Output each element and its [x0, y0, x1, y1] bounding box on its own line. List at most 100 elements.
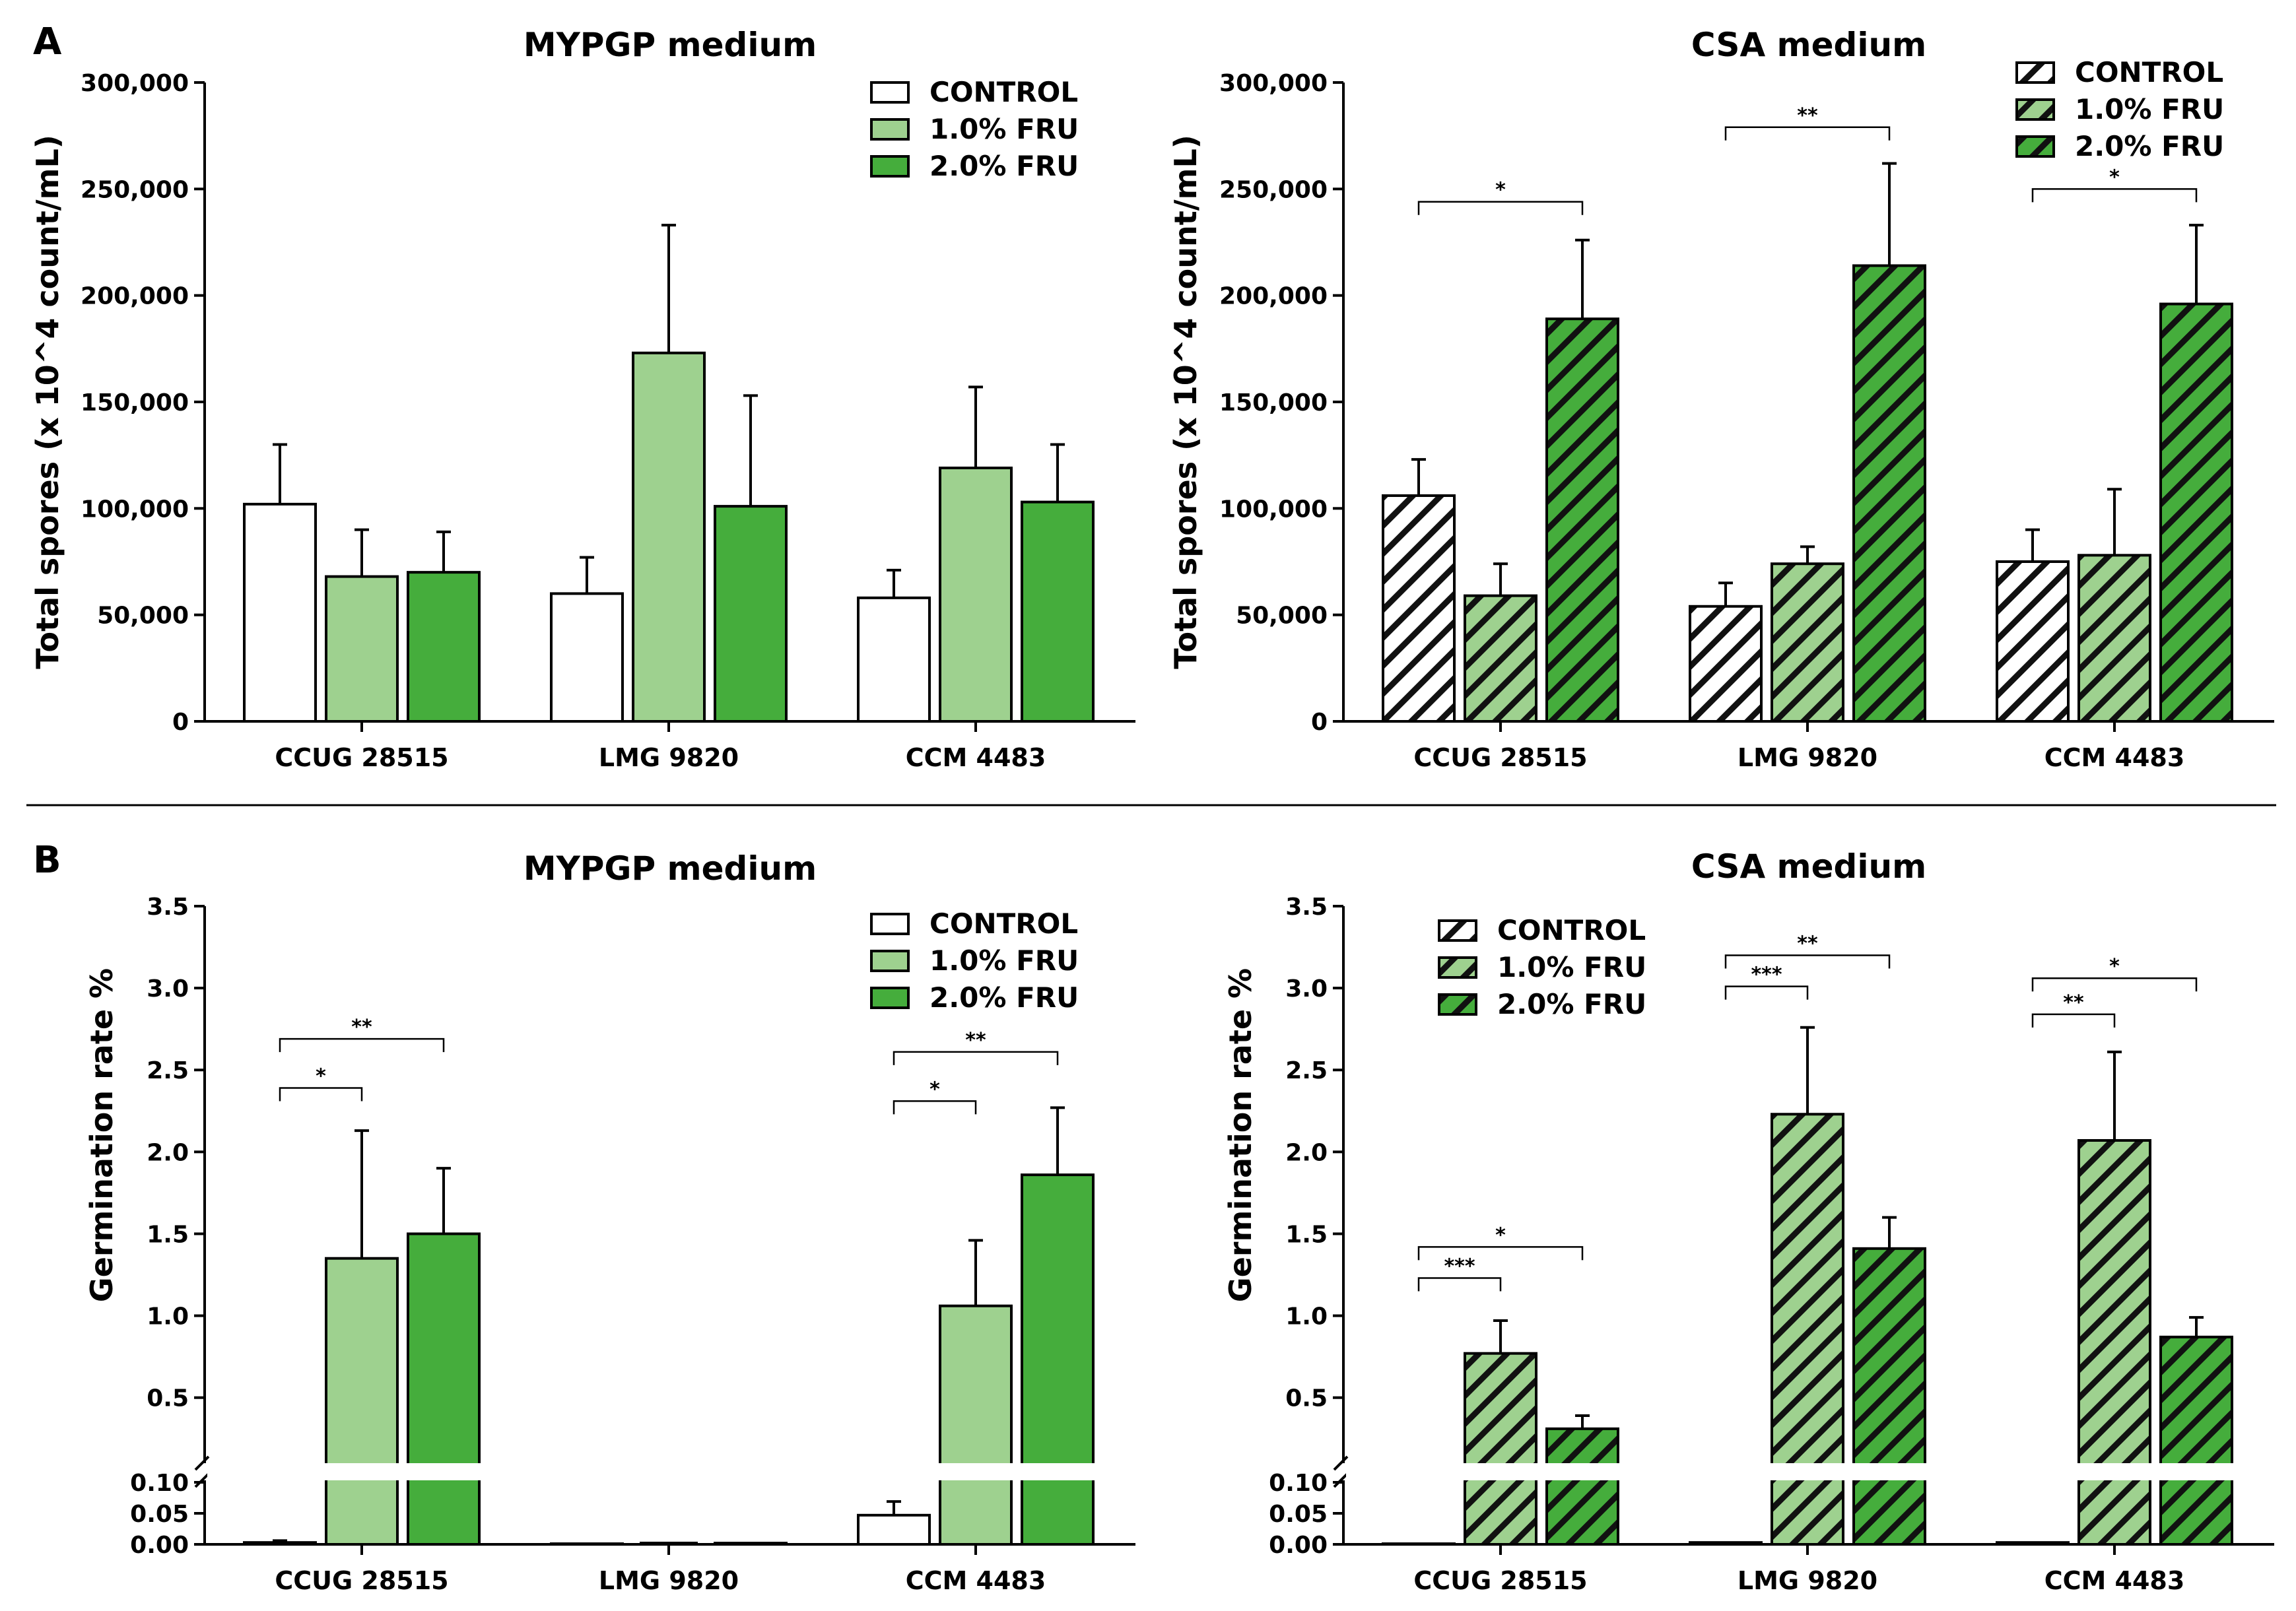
x-tick-label: CCM 4483	[2044, 743, 2185, 772]
bar-control	[550, 592, 624, 723]
bar-fru2	[1852, 264, 1926, 723]
significance-bracket	[1724, 126, 1891, 141]
significance-label: *	[2109, 166, 2120, 189]
legend-label-fru1: 1.0% FRU	[929, 944, 1079, 977]
significance-bracket	[2031, 188, 2198, 203]
bar-fru1	[2077, 554, 2151, 723]
legend-label-control: CONTROL	[1497, 914, 1646, 946]
y-axis-label: Total spores (x 10^4 count/mL)	[1168, 135, 1203, 669]
y-tick-label: 0	[1311, 709, 1328, 736]
significance-label: **	[351, 1016, 372, 1039]
x-tick-label: CCM 4483	[906, 1566, 1046, 1595]
bar-control	[857, 596, 931, 723]
y-tick-label: 3.0	[147, 975, 189, 1003]
significance-bracket	[1724, 954, 1891, 969]
bar-fru2	[2159, 302, 2233, 723]
significance-bracket	[2031, 1013, 2116, 1028]
y-tick-label: 1.5	[1285, 1221, 1328, 1248]
significance-bracket	[1417, 1246, 1584, 1261]
y-tick-label: 0	[172, 709, 189, 736]
y-tick-label: 0.10	[1269, 1470, 1328, 1497]
legend-swatch-control	[870, 81, 910, 104]
significance-label: *	[929, 1078, 940, 1101]
y-tick-label: 250,000	[1219, 176, 1328, 203]
y-tick-label: 3.5	[147, 894, 189, 921]
legend-swatch-fru2	[1438, 993, 1477, 1016]
significance-label: **	[1797, 932, 1818, 955]
bar-fru1	[325, 575, 399, 723]
significance-bracket	[893, 1051, 1059, 1065]
panel-label-a: A	[33, 20, 62, 63]
bar-control	[1689, 1541, 1763, 1546]
bar-fru2	[1852, 1247, 1926, 1546]
chart-title: MYPGP medium	[523, 26, 817, 64]
y-tick-label: 200,000	[81, 283, 189, 310]
significance-bracket	[1724, 985, 1809, 1000]
y-tick-label: 1.5	[147, 1221, 189, 1248]
panel-label-b: B	[33, 839, 61, 882]
axis-break-mark	[1333, 1455, 1349, 1471]
significance-label: **	[1797, 104, 1818, 127]
y-tick-label: 3.5	[1285, 894, 1328, 921]
legend-swatch-fru2	[2015, 135, 2055, 158]
y-tick-label: 50,000	[97, 603, 189, 630]
bar-control	[1996, 1541, 2070, 1546]
chart-a-csa: CSA medium Total spores (x 10^4 count/mL)…	[1168, 26, 2274, 772]
y-tick-label: 0.10	[130, 1470, 189, 1497]
bar-fru1	[632, 351, 706, 723]
x-tick-label: LMG 9820	[1738, 1566, 1877, 1595]
significance-label: ***	[1751, 964, 1782, 987]
y-tick-label: 300,000	[1219, 70, 1328, 97]
bar-control	[857, 1513, 931, 1546]
x-tick-label: CCUG 28515	[1413, 743, 1587, 772]
significance-label: ***	[1444, 1255, 1475, 1278]
y-axis-label: Germination rate %	[84, 968, 119, 1302]
x-tick-label: CCM 4483	[2044, 1566, 2185, 1595]
legend-label-fru2: 2.0% FRU	[2075, 130, 2224, 162]
significance-bracket	[2031, 977, 2198, 992]
y-tick-label: 150,000	[1219, 389, 1328, 416]
significance-label: *	[1495, 179, 1506, 202]
bar-fru2	[714, 505, 788, 723]
bar-fru2	[1545, 317, 1619, 723]
y-tick-label: 2.5	[147, 1057, 189, 1084]
chart-title: CSA medium	[1691, 26, 1926, 64]
bar-fru1	[1464, 1352, 1537, 1546]
bar-control	[1996, 560, 2070, 723]
y-tick-label: 3.0	[1285, 975, 1328, 1003]
legend-label-control: CONTROL	[929, 907, 1078, 940]
legend-swatch-fru1	[870, 118, 910, 141]
significance-label: *	[1495, 1224, 1506, 1247]
y-tick-label: 2.0	[147, 1139, 189, 1166]
significance-bracket	[1417, 201, 1584, 215]
legend-swatch-fru2	[870, 987, 910, 1009]
y-tick-label: 0.00	[1269, 1532, 1328, 1559]
chart-title: CSA medium	[1691, 847, 1926, 886]
y-tick-label: 0.05	[130, 1501, 189, 1528]
axis-break-mark	[1333, 1472, 1349, 1488]
x-tick-label: CCUG 28515	[1413, 1566, 1587, 1595]
bar-fru2	[1021, 1173, 1095, 1546]
x-tick-label: LMG 9820	[1738, 743, 1877, 772]
axis-break-mark	[194, 1455, 210, 1471]
legend-swatch-control	[870, 913, 910, 935]
y-tick-label: 100,000	[1219, 496, 1328, 523]
x-tick-label: CCUG 28515	[275, 1566, 448, 1595]
axis-break-gap	[1346, 1463, 2274, 1480]
legend-swatch-fru1	[870, 950, 910, 972]
bar-fru2	[1021, 500, 1095, 723]
y-tick-label: 250,000	[81, 176, 189, 203]
bar-control	[243, 1541, 317, 1546]
legend-label-fru2: 2.0% FRU	[1497, 988, 1646, 1020]
legend-label-control: CONTROL	[2075, 56, 2223, 88]
y-tick-label: 50,000	[1236, 603, 1328, 630]
significance-bracket	[893, 1100, 977, 1115]
y-tick-label: 300,000	[81, 70, 189, 97]
significance-label: **	[965, 1029, 986, 1052]
bar-fru2	[407, 1232, 481, 1546]
chart-b-csa: CSA medium Germination rate % 0.00 0.05 0.10…	[1223, 847, 2274, 1595]
y-axis-label: Total spores (x 10^4 count/mL)	[30, 135, 65, 669]
chart-b-mypgp: MYPGP medium Germination rate % 0.00 0.05 0.…	[84, 849, 1135, 1595]
x-tick-label: LMG 9820	[599, 1566, 739, 1595]
y-tick-label: 200,000	[1219, 283, 1328, 310]
